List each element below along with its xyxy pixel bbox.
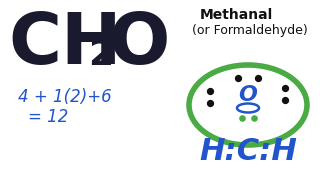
Text: 4 + 1(2)+6: 4 + 1(2)+6 xyxy=(18,88,112,106)
Point xyxy=(239,117,244,120)
Point xyxy=(207,90,212,93)
Point xyxy=(207,102,212,104)
Text: (or Formaldehyde): (or Formaldehyde) xyxy=(192,24,308,37)
Text: O: O xyxy=(108,10,169,79)
Text: = 12: = 12 xyxy=(28,108,68,126)
Point xyxy=(283,87,288,89)
Text: H:C:H: H:C:H xyxy=(199,138,297,166)
Point xyxy=(283,99,288,102)
Point xyxy=(252,117,257,120)
Text: 2: 2 xyxy=(88,38,113,72)
Point xyxy=(236,76,241,79)
Point xyxy=(255,76,260,79)
Text: O: O xyxy=(239,85,257,105)
Text: CH: CH xyxy=(8,10,122,79)
Text: Methanal: Methanal xyxy=(200,8,273,22)
